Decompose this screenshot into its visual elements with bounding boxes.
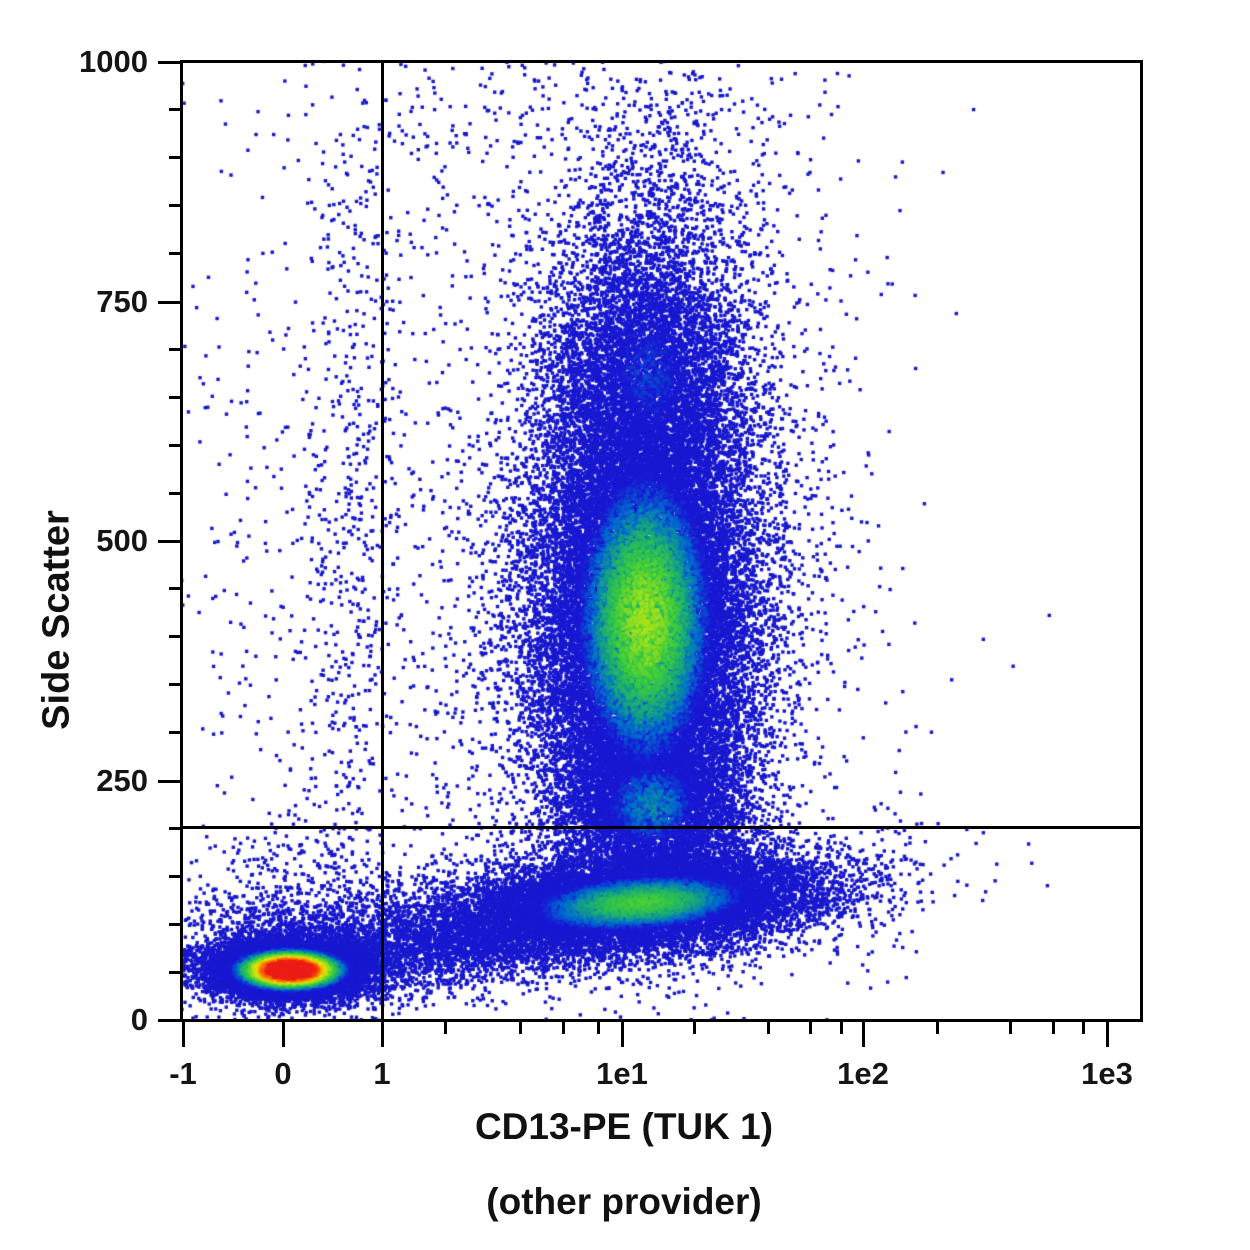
y-axis-title: Side Scatter: [35, 510, 78, 730]
y-axis-minor-tick: [169, 347, 180, 351]
y-axis-tick-label: 250: [96, 763, 148, 798]
y-axis-tick-label: 1000: [79, 44, 148, 79]
x-axis-minor-tick: [444, 1021, 447, 1034]
y-axis-minor-tick: [169, 635, 180, 639]
y-axis-minor-tick: [169, 204, 180, 208]
x-axis-minor-tick: [840, 1021, 843, 1034]
flow-cytometry-plot: -1 0 1 1e1 1e2 1e3 1000 750 500 250 0: [79, 44, 1143, 1091]
y-axis-minor-tick: [169, 970, 180, 974]
y-axis-minor-tick: [169, 156, 180, 160]
x-axis-major-tick: [1106, 1021, 1109, 1047]
x-axis-minor-tick: [767, 1021, 770, 1034]
y-axis-minor-tick: [169, 587, 180, 591]
x-axis-minor-tick: [809, 1021, 812, 1034]
x-axis-major-tick: [381, 1021, 384, 1047]
y-axis-minor-tick: [169, 491, 180, 495]
x-axis-minor-tick: [1009, 1021, 1012, 1034]
x-axis-major-tick: [182, 1021, 185, 1047]
x-axis-major-tick: [862, 1021, 865, 1047]
density-scatter-canvas: [180, 60, 1143, 1022]
x-axis-tick-label: -1: [169, 1056, 197, 1091]
y-axis-minor-tick: [169, 443, 180, 447]
y-axis-major-tick: [158, 539, 180, 543]
y-axis-minor-tick: [169, 874, 180, 878]
x-axis-minor-tick: [562, 1021, 565, 1034]
y-axis-minor-tick: [169, 252, 180, 256]
x-axis-tick-label: 1e1: [596, 1056, 648, 1091]
x-axis-tick-label: 1: [373, 1056, 391, 1091]
x-axis-minor-tick: [519, 1021, 522, 1034]
x-axis-title: CD13-PE (TUK 1): [474, 1106, 774, 1147]
x-axis-minor-tick: [1082, 1021, 1085, 1034]
x-axis-subtitle: (other provider): [486, 1181, 762, 1222]
x-axis-minor-tick: [1052, 1021, 1055, 1034]
y-axis-minor-tick: [169, 395, 180, 399]
x-axis-tick-label: 1e2: [837, 1056, 889, 1091]
y-axis-tick-label: 750: [96, 284, 148, 319]
x-axis-minor-tick: [936, 1021, 939, 1034]
y-axis-minor-tick: [169, 108, 180, 112]
y-axis-tick-label: 500: [96, 523, 148, 558]
x-axis-tick-label: 1e3: [1081, 1056, 1133, 1091]
y-axis-major-tick: [158, 779, 180, 783]
x-axis-major-tick: [621, 1021, 624, 1047]
y-axis-minor-tick: [169, 922, 180, 926]
y-axis-major-tick: [158, 300, 180, 304]
y-axis-major-tick: [158, 1018, 180, 1022]
x-axis-major-tick: [282, 1021, 285, 1047]
x-axis-minor-tick: [597, 1021, 600, 1034]
y-axis-minor-tick: [169, 683, 180, 687]
y-axis-major-tick: [158, 60, 180, 64]
y-axis-tick-label: 0: [130, 1002, 148, 1037]
quadrant-gate-vertical-line: [380, 60, 384, 1022]
x-axis-minor-tick: [693, 1021, 696, 1034]
y-axis-minor-tick: [169, 826, 180, 830]
quadrant-gate-horizontal-line: [180, 825, 1143, 829]
y-axis-minor-tick: [169, 731, 180, 735]
x-axis-tick-label: 0: [274, 1056, 292, 1091]
